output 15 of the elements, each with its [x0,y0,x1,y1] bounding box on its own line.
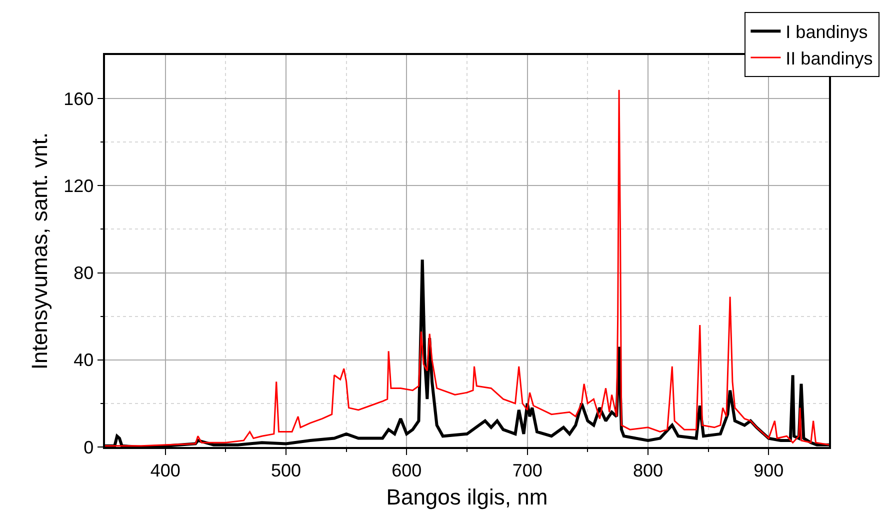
y-tick-label: 0 [84,437,94,458]
y-tick-label: 80 [74,263,94,284]
x-tick-label: 800 [632,460,664,480]
x-axis-title: Bangos ilgis, nm [386,484,548,510]
y-tick-label: 160 [64,88,94,109]
x-tick-label: 600 [392,460,422,480]
legend-label: I bandinys [786,22,868,42]
x-tick-label: 400 [150,460,180,480]
y-axis-title: Intensyvumas, sant. vnt. [26,132,52,370]
x-tick-label: 900 [754,460,784,480]
x-tick-label: 500 [270,460,302,480]
legend-label: II bandinys [786,48,873,68]
y-tick-label: 120 [64,176,94,196]
y-tick-label: 40 [74,350,94,370]
x-tick-label: 700 [512,460,542,480]
